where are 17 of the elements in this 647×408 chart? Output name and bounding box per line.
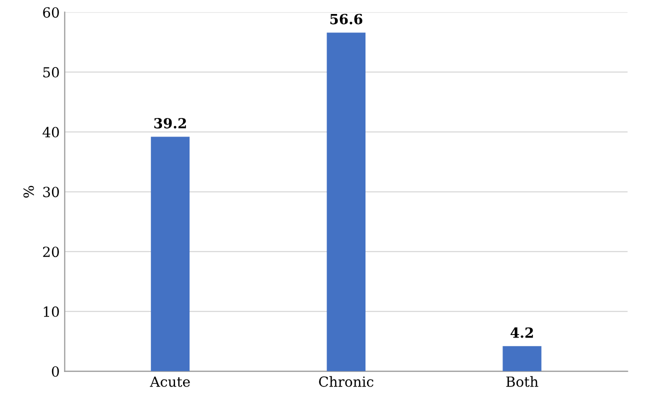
y-tick-label: 50	[43, 67, 59, 78]
y-tick-label: 20	[43, 246, 59, 258]
bar	[150, 136, 190, 372]
x-tick-label: Both	[506, 376, 538, 387]
x-tick-label: Chronic	[319, 376, 374, 387]
bar	[502, 346, 542, 372]
y-tick-label: 30	[43, 186, 59, 198]
data-label: 56.6	[330, 14, 362, 24]
y-tick-label: 10	[44, 306, 59, 317]
y-tick-label: 40	[42, 126, 59, 138]
y-axis-title: %	[23, 186, 34, 198]
y-tick-label: 0	[52, 366, 59, 377]
data-label: 39.2	[154, 118, 186, 128]
data-label: 4.2	[510, 327, 533, 338]
x-tick-label: Acute	[150, 376, 190, 387]
y-tick-label: 60	[43, 7, 59, 18]
bar	[326, 32, 366, 372]
